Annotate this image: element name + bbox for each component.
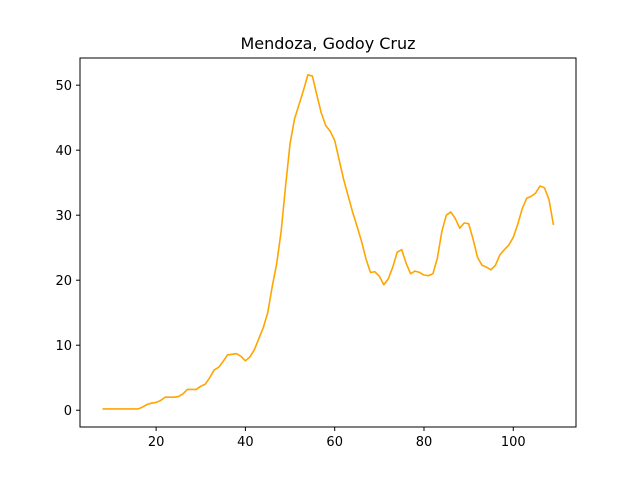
x-tick-label: 20	[148, 435, 165, 450]
x-tick-label: 100	[501, 435, 526, 450]
y-tick-label: 20	[55, 274, 72, 289]
chart-title: Mendoza, Godoy Cruz	[240, 34, 415, 53]
y-tick-label: 30	[55, 209, 72, 224]
x-tick-label: 60	[326, 435, 343, 450]
x-tick-label: 40	[237, 435, 254, 450]
axes-frame	[79, 57, 577, 428]
y-tick-label: 10	[55, 339, 72, 354]
y-tick-label: 50	[55, 79, 72, 94]
y-tick-label: 40	[55, 144, 72, 159]
x-tick-label: 80	[416, 435, 433, 450]
data-line	[102, 73, 555, 410]
y-tick-label: 0	[64, 404, 72, 419]
